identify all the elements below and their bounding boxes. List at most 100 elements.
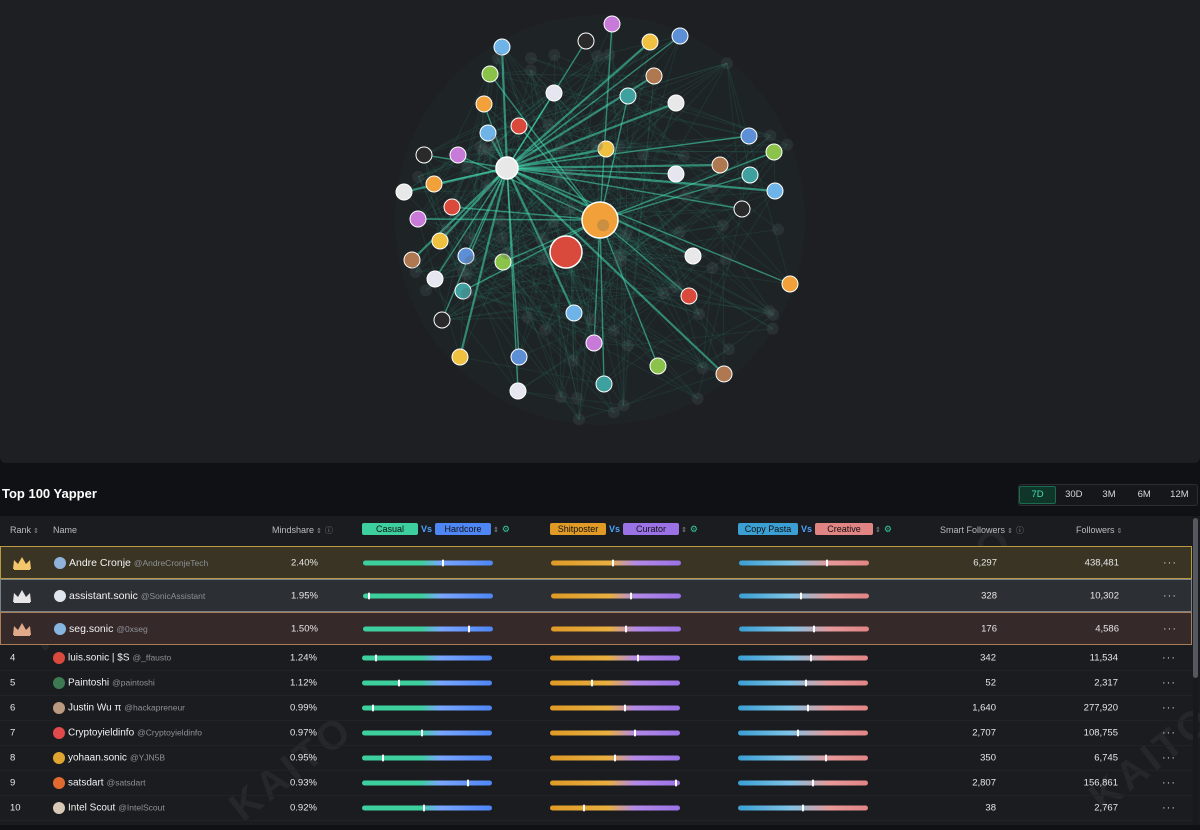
graph-node-avatar[interactable]: [586, 335, 602, 351]
avatar[interactable]: [54, 623, 66, 635]
table-scrollbar[interactable]: [1193, 516, 1198, 825]
graph-node-avatar[interactable]: [427, 271, 443, 287]
info-icon[interactable]: ⓘ: [1016, 526, 1024, 535]
tab-12m[interactable]: 12M: [1162, 486, 1197, 504]
graph-node-avatar[interactable]: [766, 144, 782, 160]
settings-icon[interactable]: ⚙: [690, 524, 698, 534]
avatar[interactable]: [53, 652, 65, 664]
graph-node-avatar[interactable]: [511, 118, 527, 134]
graph-node-avatar[interactable]: [396, 184, 412, 200]
graph-node-avatar[interactable]: [681, 288, 697, 304]
graph-node-avatar[interactable]: [620, 88, 636, 104]
user-name[interactable]: satsdart@satsdart: [68, 778, 145, 789]
graph-node-avatar[interactable]: [712, 157, 728, 173]
graph-node-avatar[interactable]: [511, 349, 527, 365]
graph-node-avatar[interactable]: [646, 68, 662, 84]
mindshare-network-graph[interactable]: [0, 0, 1200, 463]
graph-node-avatar[interactable]: [452, 349, 468, 365]
avatar[interactable]: [54, 557, 66, 569]
user-name[interactable]: Cryptoyieldinfo@Cryptoyieldinfo: [68, 728, 202, 739]
more-options-button[interactable]: ···: [1163, 557, 1177, 569]
info-icon[interactable]: ⓘ: [325, 526, 333, 535]
graph-node-avatar[interactable]: [596, 376, 612, 392]
graph-node-avatar[interactable]: [668, 166, 684, 182]
tab-7d[interactable]: 7D: [1019, 486, 1056, 504]
user-name[interactable]: yohaan.sonic@YJN5B: [68, 753, 165, 764]
settings-icon[interactable]: ⚙: [502, 524, 510, 534]
tab-6m[interactable]: 6M: [1127, 486, 1162, 504]
graph-node-avatar[interactable]: [578, 33, 594, 49]
graph-node-avatar[interactable]: [496, 157, 518, 179]
user-name[interactable]: Andre Cronje@AndreCronjeTech: [69, 557, 208, 569]
more-options-button[interactable]: ···: [1162, 677, 1176, 689]
more-options-button[interactable]: ···: [1163, 623, 1177, 635]
scrollbar-thumb[interactable]: [1193, 518, 1198, 678]
graph-node-avatar[interactable]: [434, 312, 450, 328]
graph-node-avatar[interactable]: [432, 233, 448, 249]
more-options-button[interactable]: ···: [1162, 652, 1176, 664]
graph-node-avatar[interactable]: [550, 236, 582, 268]
graph-node-avatar[interactable]: [476, 96, 492, 112]
graph-node-avatar[interactable]: [716, 366, 732, 382]
user-name[interactable]: Justin Wu π@hackapreneur: [68, 703, 185, 714]
avatar[interactable]: [54, 590, 66, 602]
header-rank[interactable]: Rank⇕: [10, 525, 39, 535]
user-name[interactable]: Paintoshi@paintoshi: [68, 678, 155, 689]
graph-node-avatar[interactable]: [672, 28, 688, 44]
graph-node-avatar[interactable]: [416, 147, 432, 163]
user-name[interactable]: seg.sonic@0xseg: [69, 623, 148, 635]
graph-node-avatar[interactable]: [582, 202, 618, 238]
more-options-button[interactable]: ···: [1163, 590, 1177, 602]
header-followers[interactable]: Followers⇕: [1076, 525, 1122, 535]
graph-node-avatar[interactable]: [742, 167, 758, 183]
graph-node-avatar[interactable]: [444, 199, 460, 215]
avatar[interactable]: [53, 802, 65, 814]
avatar[interactable]: [53, 702, 65, 714]
settings-icon[interactable]: ⚙: [884, 524, 892, 534]
graph-node-avatar[interactable]: [404, 252, 420, 268]
avatar[interactable]: [53, 777, 65, 789]
graph-node-avatar[interactable]: [604, 16, 620, 32]
graph-node-avatar[interactable]: [685, 248, 701, 264]
graph-node-avatar[interactable]: [668, 95, 684, 111]
avatar[interactable]: [53, 727, 65, 739]
tab-30d[interactable]: 30D: [1056, 486, 1091, 504]
more-options-button[interactable]: ···: [1162, 752, 1176, 764]
more-options-button[interactable]: ···: [1162, 777, 1176, 789]
graph-node-avatar[interactable]: [482, 66, 498, 82]
graph-node-avatar[interactable]: [782, 276, 798, 292]
header-smart-followers[interactable]: Smart Followers⇕ⓘ: [940, 525, 1024, 536]
avatar[interactable]: [53, 677, 65, 689]
avatar[interactable]: [53, 752, 65, 764]
header-mindshare[interactable]: Mindshare⇕ⓘ: [272, 525, 333, 536]
more-options-button[interactable]: ···: [1162, 702, 1176, 714]
user-name[interactable]: luis.sonic | $S@_ffausto: [68, 653, 171, 664]
graph-node-avatar[interactable]: [566, 305, 582, 321]
graph-node-avatar[interactable]: [734, 201, 750, 217]
graph-node-avatar[interactable]: [741, 128, 757, 144]
graph-node-avatar[interactable]: [546, 85, 562, 101]
user-name[interactable]: assistant.sonic@SonicAssistant: [69, 590, 205, 602]
graph-node-avatar[interactable]: [510, 383, 526, 399]
graph-node-avatar[interactable]: [426, 176, 442, 192]
graph-node-avatar[interactable]: [410, 211, 426, 227]
graph-node-avatar[interactable]: [642, 34, 658, 50]
network-graph-canvas[interactable]: [0, 0, 1200, 463]
graph-node-avatar[interactable]: [767, 183, 783, 199]
tab-3m[interactable]: 3M: [1091, 486, 1126, 504]
more-options-button[interactable]: ···: [1162, 727, 1176, 739]
user-name[interactable]: Intel Scout@IntelScout: [68, 803, 165, 814]
